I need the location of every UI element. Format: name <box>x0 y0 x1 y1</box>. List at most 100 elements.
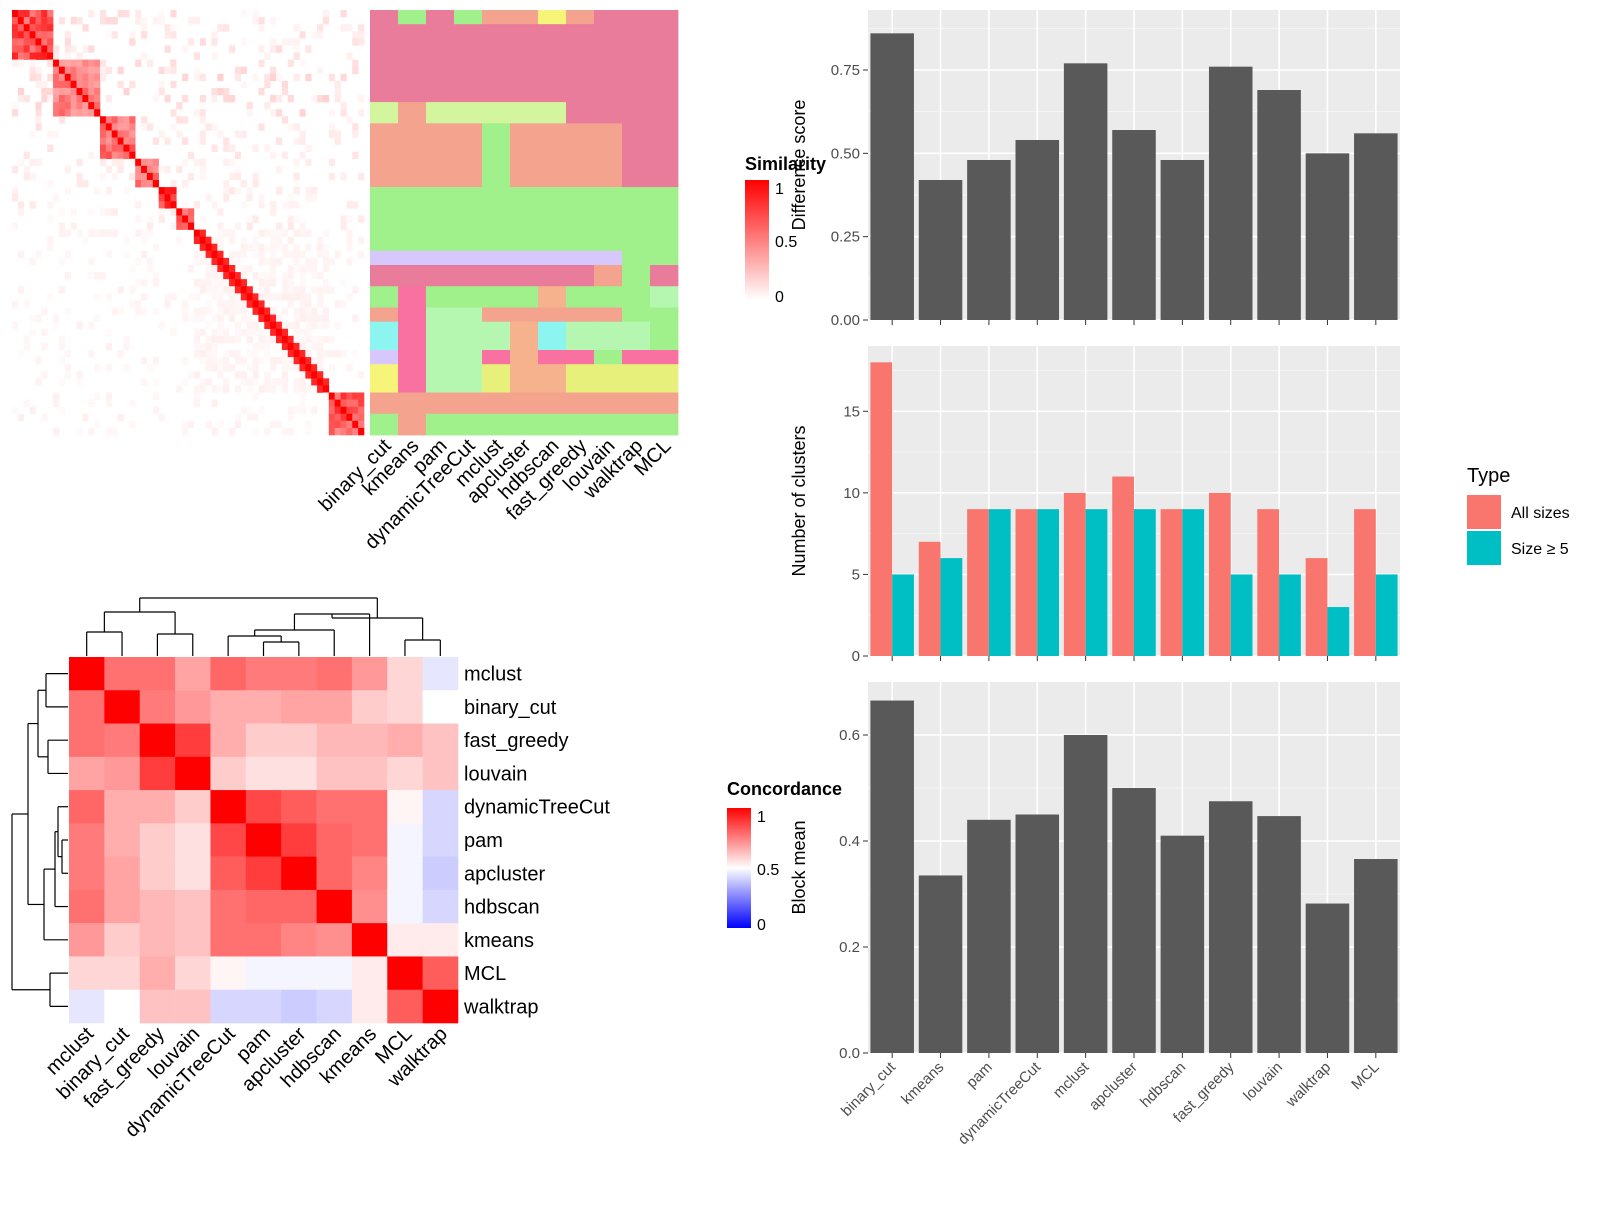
similarity-cell <box>123 151 130 160</box>
cluster-label-cell <box>398 307 427 323</box>
similarity-cell <box>299 406 306 415</box>
similarity-cell <box>158 87 165 96</box>
similarity-cell <box>322 17 330 25</box>
similarity-cell <box>123 130 130 138</box>
cluster-label-cell <box>398 321 427 351</box>
similarity-cell <box>293 24 300 32</box>
similarity-cell <box>170 31 177 39</box>
cluster-label-cell <box>650 364 679 393</box>
similarity-cell <box>35 10 42 18</box>
similarity-cell <box>29 130 36 138</box>
similarity-cell <box>29 158 36 167</box>
similarity-cell <box>328 172 335 181</box>
similarity-cell <box>311 357 318 365</box>
similarity-cell <box>305 73 312 82</box>
similarity-cell <box>117 151 124 160</box>
cluster-label-heatmap <box>370 10 679 436</box>
cluster-label-cell <box>426 10 455 25</box>
similarity-cell <box>12 165 19 174</box>
similarity-cell <box>35 38 42 46</box>
similarity-cell <box>12 321 19 330</box>
similarity-cell <box>94 314 101 322</box>
similarity-cell <box>76 321 83 330</box>
similarity-cell <box>88 272 95 280</box>
similarity-cell <box>317 31 324 39</box>
similarity-cell <box>270 357 277 365</box>
similarity-cell <box>193 342 201 351</box>
similarity-cell <box>176 130 183 138</box>
type-legend-swatch-all <box>1467 495 1501 529</box>
concordance-legend-tick-05: 0.5 <box>757 862 779 879</box>
similarity-cell <box>53 130 60 138</box>
similarity-cell <box>317 286 324 294</box>
similarity-cell <box>47 201 54 209</box>
concordance-cell <box>387 756 423 791</box>
similarity-cell <box>199 328 206 337</box>
similarity-cell <box>111 17 118 25</box>
cluster-label-cell <box>370 10 399 25</box>
similarity-cell <box>246 321 253 330</box>
similarity-cell <box>164 187 171 195</box>
similarity-cell <box>17 52 25 60</box>
similarity-cell <box>35 45 42 53</box>
similarity-cell <box>346 229 353 237</box>
similarity-cell <box>188 172 195 181</box>
concordance-cell <box>351 790 388 824</box>
similarity-cell <box>317 272 324 280</box>
concordance-cell <box>316 956 353 991</box>
similarity-cell <box>141 158 148 167</box>
similarity-cell <box>76 229 83 237</box>
bar <box>1037 509 1060 656</box>
concordance-cell <box>422 856 459 891</box>
similarity-cell <box>105 342 113 351</box>
similarity-cell <box>35 31 42 39</box>
similarity-cell <box>158 321 165 330</box>
concordance-cell <box>281 956 317 991</box>
similarity-legend-tick-1: 1 <box>775 181 784 198</box>
similarity-cell <box>264 378 271 386</box>
cluster-label-cell <box>538 10 567 25</box>
similarity-cell <box>111 307 118 315</box>
concordance-cell <box>210 856 247 891</box>
similarity-cell <box>311 265 318 273</box>
bar-x-tick-label: louvain <box>1240 1059 1286 1105</box>
similarity-cell <box>305 187 312 195</box>
similarity-cell <box>317 378 324 386</box>
similarity-cell <box>111 427 118 436</box>
cluster-label-cell <box>454 102 483 124</box>
similarity-cell <box>299 137 306 145</box>
similarity-cell <box>246 222 253 230</box>
similarity-cell <box>76 87 83 96</box>
similarity-cell <box>193 335 201 344</box>
similarity-cell <box>299 286 306 294</box>
concordance-cell <box>245 989 282 1024</box>
similarity-cell <box>47 180 54 188</box>
similarity-cell <box>82 87 89 96</box>
similarity-cell <box>152 279 159 287</box>
similarity-cell <box>111 208 118 216</box>
similarity-cell <box>205 194 212 202</box>
concordance-cell <box>210 690 247 724</box>
similarity-cell <box>258 250 265 259</box>
cluster-label-cell <box>426 350 455 365</box>
concordance-cell <box>281 889 317 924</box>
similarity-cell <box>70 59 77 67</box>
similarity-cell <box>281 116 289 124</box>
similarity-cell <box>229 307 236 315</box>
similarity-cell <box>35 66 42 75</box>
concordance-cell <box>69 790 105 824</box>
similarity-cell <box>281 321 289 330</box>
similarity-cell <box>223 158 230 167</box>
similarity-cell <box>199 158 206 167</box>
cluster-label-cell <box>482 250 511 266</box>
concordance-cell <box>175 756 211 791</box>
similarity-cell <box>334 95 341 103</box>
similarity-cell <box>252 371 259 379</box>
cluster-label-cell <box>538 392 567 415</box>
similarity-cell <box>182 378 189 386</box>
similarity-cell <box>176 102 183 110</box>
similarity-cell <box>47 45 54 53</box>
concordance-cell <box>281 723 317 758</box>
similarity-cell <box>12 45 19 53</box>
similarity-cell <box>334 87 341 96</box>
